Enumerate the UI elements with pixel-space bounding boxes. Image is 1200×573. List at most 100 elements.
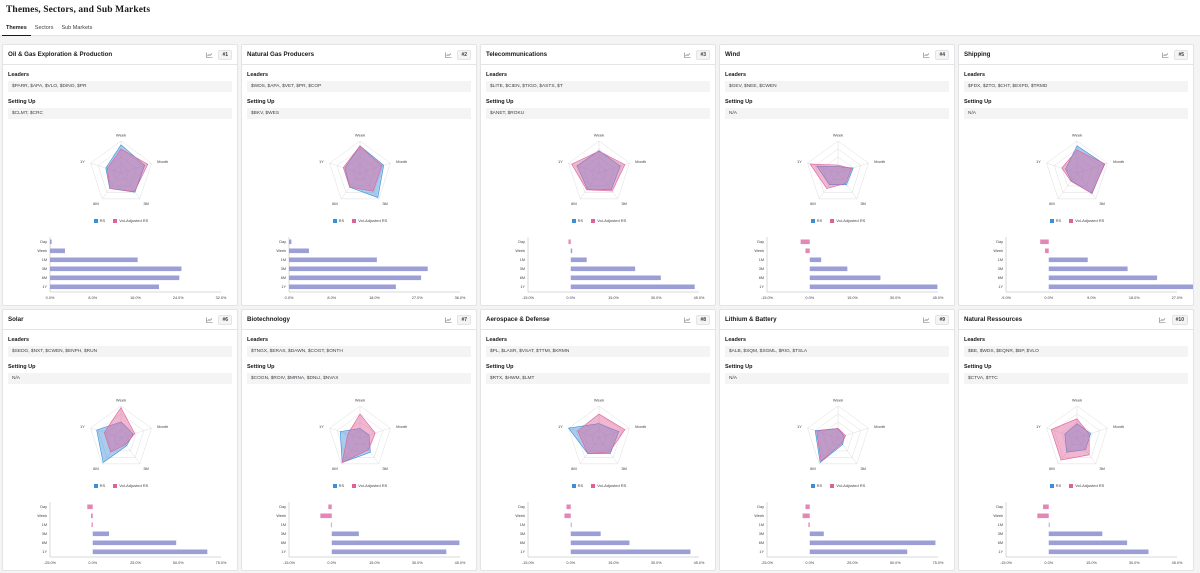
- radar-axis-label: 1Y: [797, 424, 802, 429]
- bar-1y: [92, 549, 208, 555]
- chart-legend: RS Vol-Adjusted RS: [720, 218, 954, 223]
- leaders-tickers: $WDS, $APA, $VET, $PR, $COP: [247, 81, 471, 92]
- radar-series-rs: [1064, 423, 1092, 453]
- bar-6m: [809, 275, 881, 281]
- bar-y-tick-label: 1Y: [42, 285, 47, 289]
- radar-chart: Week Month 3M 6M 1Y: [319, 398, 407, 472]
- radar-grid-ring: [352, 429, 368, 445]
- legend-rs-swatch: [571, 218, 576, 223]
- radar-axis-label: Week: [116, 398, 126, 403]
- bar-x-tick-label: 30.0%: [1129, 561, 1140, 565]
- radar-axis-line: [329, 427, 361, 439]
- radar-axis-label: 1Y: [319, 159, 324, 164]
- radar-grid-ring: [822, 421, 854, 452]
- bar-1m: [91, 522, 93, 528]
- chart-icon[interactable]: [921, 315, 931, 325]
- bar-6m: [289, 275, 422, 281]
- chart-icon[interactable]: [443, 50, 453, 60]
- bar-day: [566, 504, 571, 510]
- radar-axis-line: [341, 172, 361, 200]
- bar-day: [87, 504, 93, 510]
- radar-grid-ring: [1046, 140, 1108, 200]
- bar-y-tick-label: 1Y: [42, 550, 47, 554]
- radar-axis-label: 6M: [810, 201, 816, 206]
- bar-x-tick-label: 0.0%: [285, 296, 294, 300]
- bar-x-tick-label: 0.0%: [805, 561, 814, 565]
- bar-1y: [1048, 549, 1149, 555]
- radar-chart: Week Month 3M 6M 1Y: [80, 398, 168, 472]
- chart-icon[interactable]: [204, 315, 214, 325]
- chart-icon[interactable]: [204, 50, 214, 60]
- setting-up-tickers: $BKV, $WES: [247, 108, 471, 119]
- bar-y-tick-label: 1Y: [281, 285, 286, 289]
- legend-vol-label: Vol-Adjusted RS: [358, 218, 388, 223]
- radar-chart: Week Month 3M 6M 1Y: [797, 133, 885, 207]
- legend-vol-swatch: [113, 483, 118, 488]
- card-title: Biotechnology: [247, 316, 290, 323]
- chart-icon[interactable]: [1158, 315, 1168, 325]
- tab-sectors[interactable]: Sectors: [34, 25, 54, 31]
- radar-grid-ring: [1069, 429, 1085, 445]
- chart-icon[interactable]: [921, 50, 931, 60]
- legend-rs-label: RS: [1055, 218, 1062, 223]
- bar-y-tick-label: 6M: [281, 541, 286, 545]
- bar-1y: [289, 284, 396, 290]
- rank-badge: #8: [696, 314, 710, 325]
- legend-rs-label: RS: [99, 483, 106, 488]
- bar-y-tick-label: 3M: [998, 267, 1003, 271]
- bar-1m: [570, 257, 587, 263]
- bar-week: [50, 248, 65, 254]
- legend-vol-label: Vol-Adjusted RS: [119, 218, 149, 223]
- legend-vol-swatch: [1069, 218, 1074, 223]
- tab-sub-markets[interactable]: Sub Markets: [61, 25, 93, 31]
- radar-grid-ring: [583, 421, 615, 452]
- leaders-tickers: $LITE, $CIEN, $TIGO, $ASTS, $T: [486, 81, 710, 92]
- bar-1m: [1048, 522, 1050, 528]
- radar-series-rs: [339, 428, 371, 464]
- page-title: Themes, Sectors, and Sub Markets: [6, 5, 151, 15]
- rank-badge: #4: [935, 49, 949, 60]
- setting-up-label: Setting Up: [8, 364, 36, 370]
- radar-axis-label: 6M: [1049, 201, 1055, 206]
- tab-themes[interactable]: Themes: [2, 22, 31, 36]
- bar-day: [568, 239, 571, 245]
- bar-x-tick-label: 45.0%: [694, 296, 705, 300]
- radar-axis-label: 1Y: [1036, 159, 1041, 164]
- bar-6m: [92, 540, 177, 546]
- radar-axis-line: [359, 172, 379, 200]
- card-header: Telecommunications #3: [481, 45, 715, 65]
- chart-icon[interactable]: [443, 315, 453, 325]
- bar-y-tick-label: 6M: [42, 541, 47, 545]
- leaders-label: Leaders: [964, 337, 986, 343]
- setting-up-label: Setting Up: [486, 364, 514, 370]
- bar-y-tick-label: 3M: [42, 267, 47, 271]
- radar-grid-ring: [336, 413, 384, 458]
- bar-x-tick-label: 15.0%: [847, 296, 858, 300]
- bar-y-tick-label: 6M: [998, 276, 1003, 280]
- bar-y-tick-label: 6M: [759, 276, 764, 280]
- legend-vol-label: Vol-Adjusted RS: [836, 218, 866, 223]
- radar-axis-line: [120, 427, 152, 439]
- chart-icon[interactable]: [682, 50, 692, 60]
- radar-axis-label: 1Y: [80, 159, 85, 164]
- radar-grid-ring: [1046, 405, 1108, 465]
- bar-x-tick-label: 15.0%: [608, 296, 619, 300]
- card-header: Biotechnology #7: [242, 310, 476, 330]
- theme-card: Wind #4 Leaders $GEV, $NEE, $CWEN Settin…: [719, 44, 955, 306]
- chart-icon[interactable]: [682, 315, 692, 325]
- setting-up-label: Setting Up: [725, 99, 753, 105]
- bar-y-tick-label: 6M: [759, 541, 764, 545]
- radar-axis-label: Month: [874, 159, 885, 164]
- legend-vol-label: Vol-Adjusted RS: [597, 218, 627, 223]
- radar-axis-label: 3M: [143, 201, 149, 206]
- bar-3m: [331, 531, 359, 537]
- leaders-tickers: $FDX, $ZTO, $CHT, $EXPD, $TRMD: [964, 81, 1188, 92]
- bar-y-tick-label: 6M: [998, 541, 1003, 545]
- chart-icon[interactable]: [1160, 50, 1170, 60]
- bar-x-tick-label: 24.0%: [173, 296, 184, 300]
- legend-rs-swatch: [93, 483, 98, 488]
- radar-axis-label: 3M: [621, 466, 627, 471]
- radar-grid-ring: [1053, 148, 1101, 193]
- bar-y-tick-label: 1M: [42, 258, 47, 262]
- bar-1y: [570, 549, 691, 555]
